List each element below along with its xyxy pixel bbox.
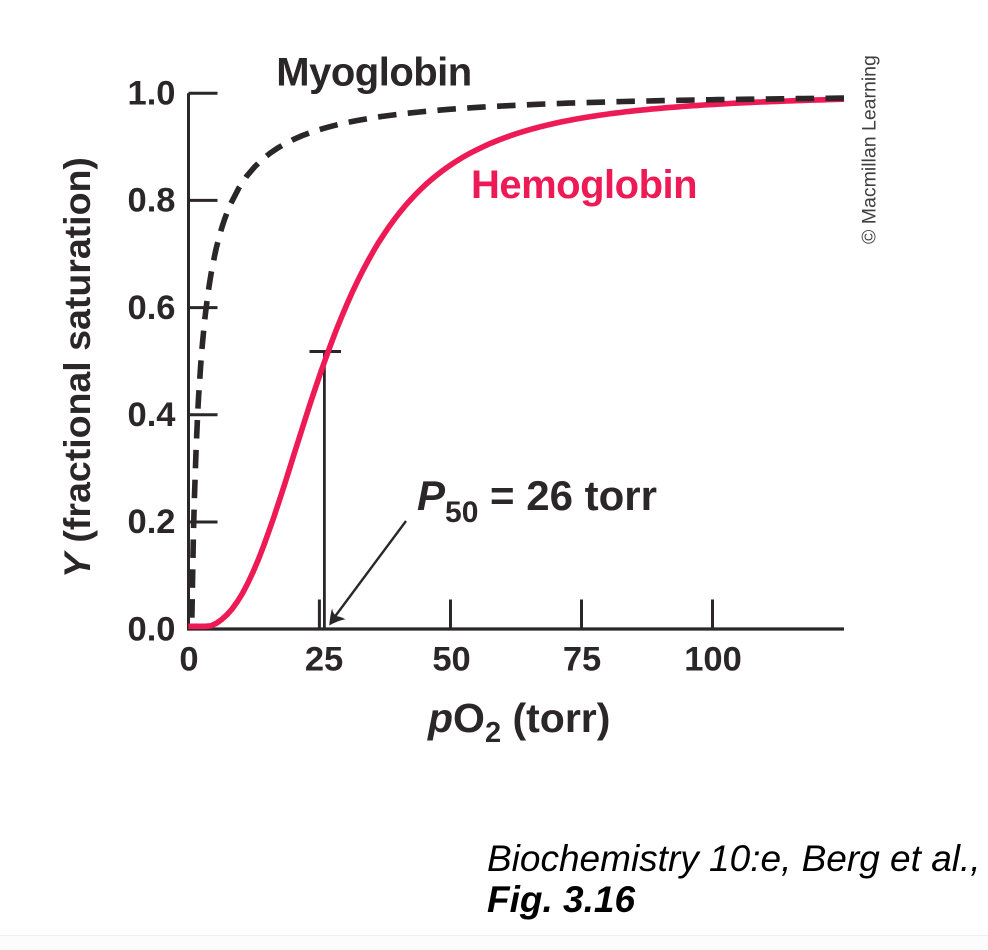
svg-text:50: 50 [432, 641, 470, 679]
svg-text:100: 100 [684, 641, 742, 679]
svg-text:Hemoglobin: Hemoglobin [471, 163, 697, 207]
svg-text:Fig. 3.16: Fig. 3.16 [487, 879, 635, 920]
svg-text:pO2 (torr): pO2 (torr) [427, 695, 610, 749]
svg-text:0.6: 0.6 [128, 289, 176, 327]
svg-text:P50 = 26 torr: P50 = 26 torr [417, 472, 657, 529]
svg-text:1.0: 1.0 [128, 74, 176, 112]
svg-text:© Macmillan Learning: © Macmillan Learning [859, 55, 881, 244]
svg-text:0.2: 0.2 [128, 503, 176, 541]
svg-text:0.8: 0.8 [128, 182, 176, 220]
svg-text:0: 0 [179, 641, 198, 679]
svg-text:Biochemistry 10:e, Berg et al.: Biochemistry 10:e, Berg et al., [487, 838, 981, 879]
svg-text:25: 25 [305, 641, 343, 679]
svg-text:Myoglobin: Myoglobin [276, 51, 471, 95]
svg-text:75: 75 [563, 641, 601, 679]
svg-text:0.0: 0.0 [128, 610, 176, 648]
svg-text:Y (fractional saturation): Y (fractional saturation) [56, 157, 98, 578]
svg-text:0.4: 0.4 [128, 396, 176, 434]
